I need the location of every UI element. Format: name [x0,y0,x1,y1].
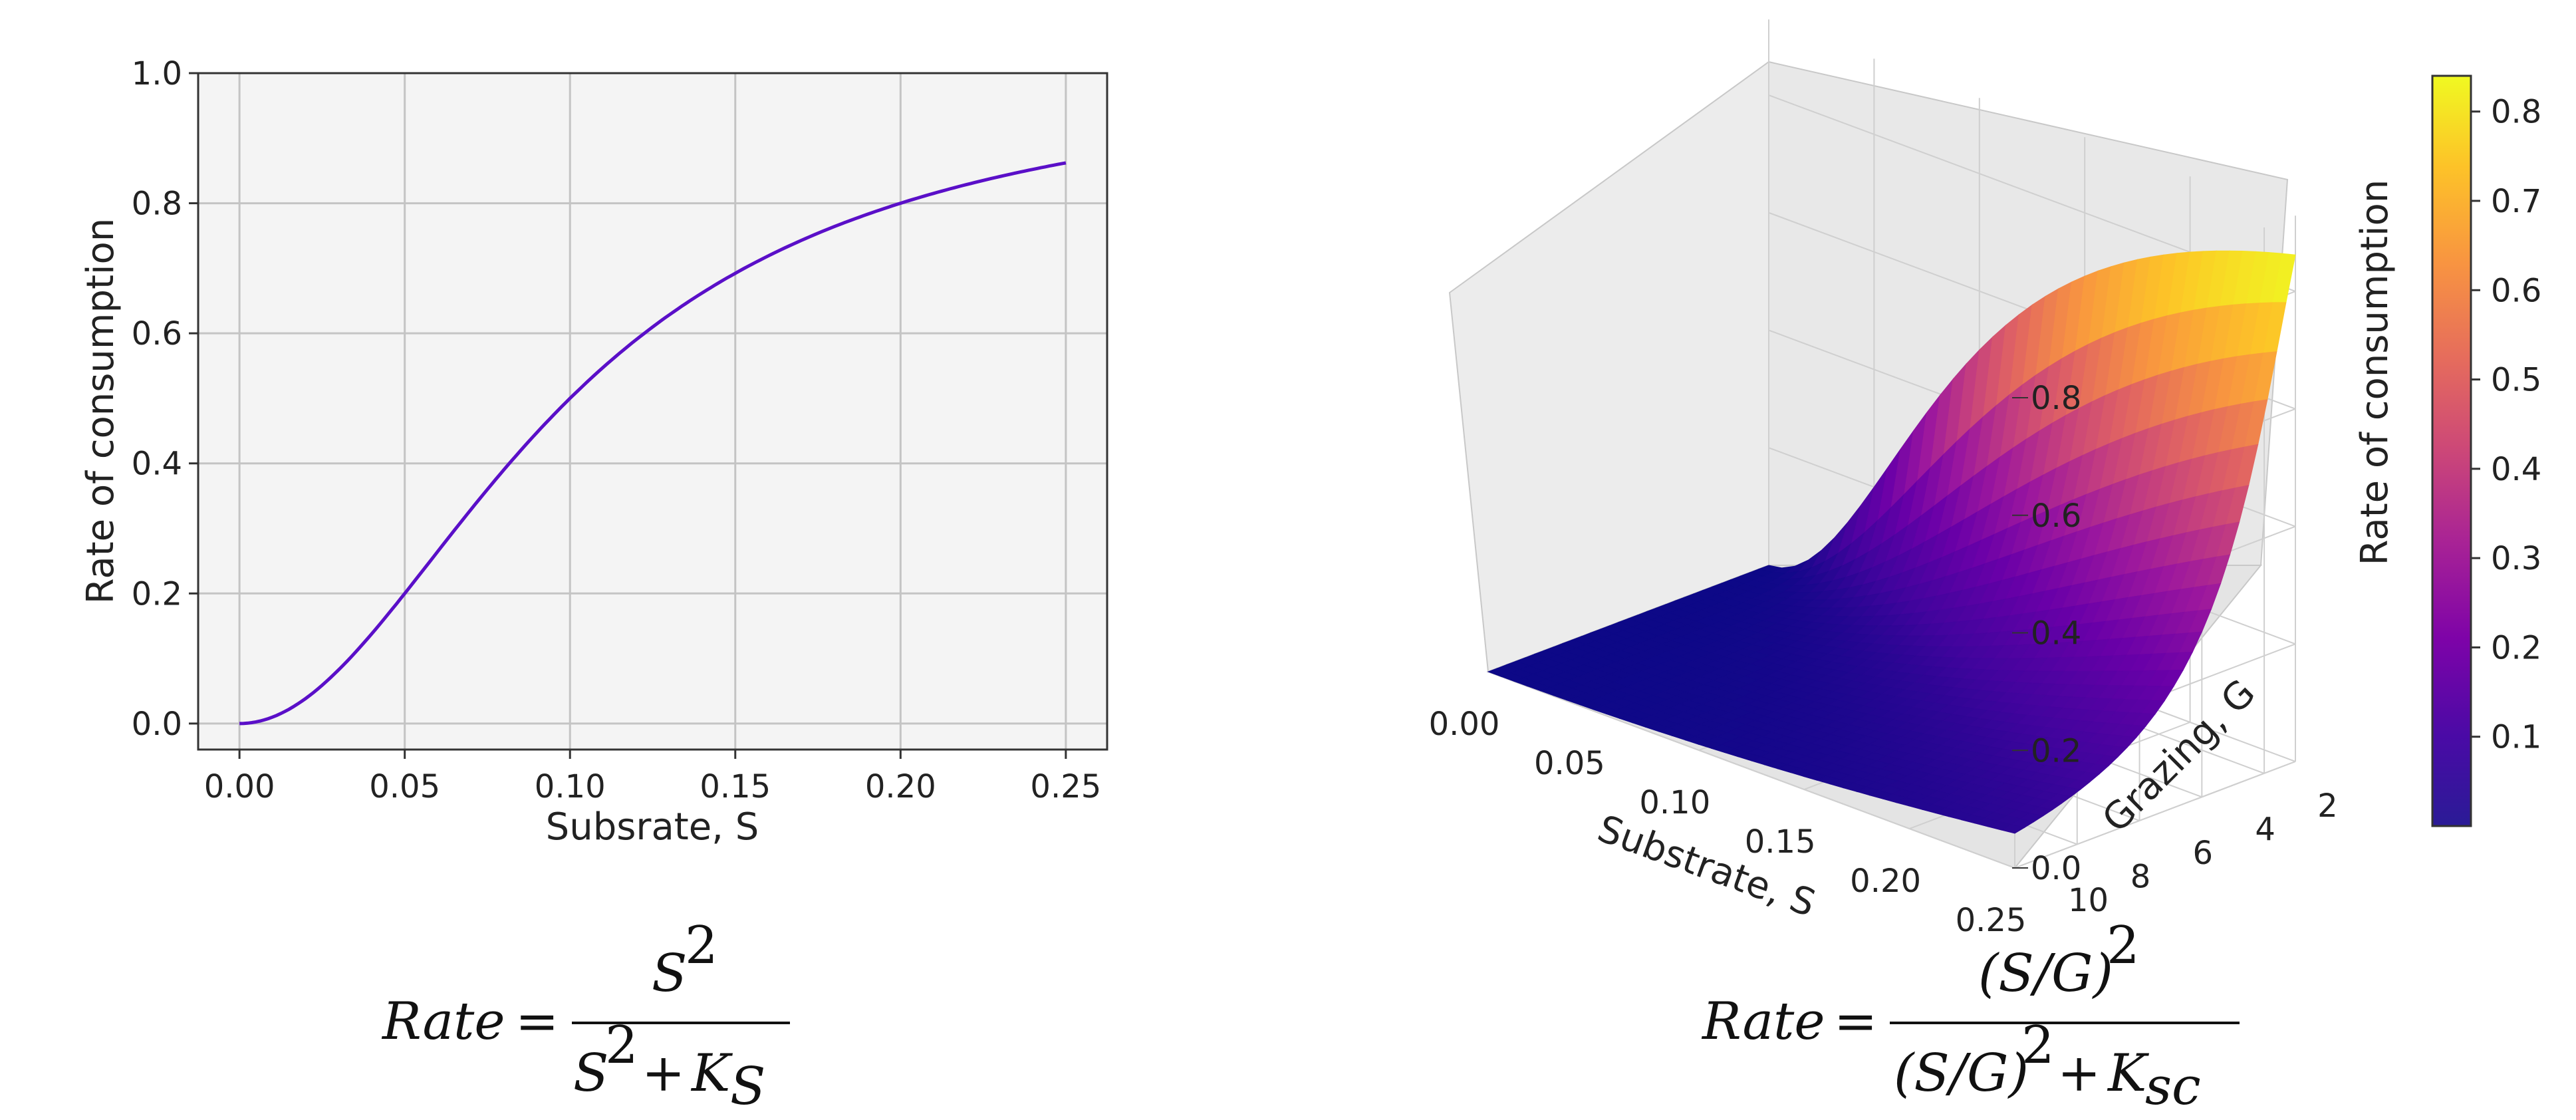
eq-right-den-k: K [2107,1044,2150,1103]
colorbar-tick-label: 0.6 [2491,272,2541,309]
eq-left-lhs: Rate [381,992,505,1051]
eq-right-den-k-sub: sc [2145,1057,2201,1117]
x-tick-label: 0.05 [1534,745,1605,782]
z-ticks: 0.0 0.2 0.4 0.6 0.8 [2012,380,2081,887]
colorbar-tick-label: 0.5 [2491,362,2541,399]
y-tick-label: 0.8 [132,186,182,223]
surface-chart: 0.0 0.2 0.4 0.6 0.8 0.00 0.05 0.10 0.15 0.20 0.25… [1429,19,2541,939]
eq-right-equals: = [1834,992,1877,1051]
plot-frame [197,72,1108,751]
colorbar-tick-label: 0.2 [2491,629,2541,666]
y-tick-label: 1.0 [132,55,182,92]
z-axis-label: Rate of consumption [2353,180,2396,566]
colorbar-tick-label: 0.3 [2491,540,2541,577]
rate-curve [239,161,1067,726]
colorbar-tick-label: 0.8 [2491,94,2541,131]
x-tick-label: 0.00 [1429,706,1500,743]
eq-left-den-exp: 2 [605,1016,638,1075]
floor-gridline-y [1487,671,2015,869]
y-tick-label: 4 [2255,811,2275,848]
x-tick-label: 0.10 [535,768,606,805]
x-tick-label: 0.15 [1745,823,1816,861]
y-ticks: 0.0 0.2 0.4 0.6 0.8 1.0 [132,55,198,743]
eq-left-den-k-sub: S [730,1057,765,1117]
eq-right-lhs: Rate [1701,992,1825,1051]
x-ticks: 0.00 0.05 0.10 0.15 0.20 0.25 [1429,706,2027,939]
eq-left-den: S [573,1044,608,1103]
z-tick-label: 0.2 [2031,732,2081,770]
x-tick-label: 0.20 [865,768,936,805]
y-tick-label: 8 [2130,858,2151,895]
surface [1487,250,2296,834]
colorbar [2431,74,2472,827]
eq-right-den: (S/G) [1894,1044,2029,1103]
x-ticks: 0.00 0.05 0.10 0.15 0.20 0.25 [204,750,1101,805]
z-tick-label: 0.0 [2031,850,2081,887]
eq-right-den-plus: + [2057,1044,2101,1103]
eq-left-equals: = [515,992,559,1051]
line-chart: 0.00 0.05 0.10 0.15 0.20 0.25 0.0 0.2 0.4 0.6 0.8… [79,55,1108,849]
z-tick-label: 0.6 [2031,497,2081,535]
eq-left-den-plus: + [642,1044,685,1103]
y-tick-label: 0.6 [132,315,182,352]
x-tick-label: 0.25 [1030,768,1101,805]
plot-area [198,73,1107,750]
x-tick-label: 0.15 [700,768,771,805]
colorbar-ticks: 0.1 0.2 0.3 0.4 0.5 0.6 0.7 0.8 [2471,94,2541,756]
y-tick-label: 0.2 [132,575,182,613]
colorbar-tick-label: 0.1 [2491,719,2541,756]
y-tick-label: 2 [2317,787,2338,825]
y-tick-label: 10 [2068,882,2109,919]
z-tick-label: 0.4 [2031,615,2081,652]
y-tick-label: 0.0 [132,706,182,743]
equation-right: Rate = (S/G) 2 (S/G) 2 + K sc [1701,916,2240,1117]
x-tick-label: 0.20 [1850,863,1921,900]
y-ticks: 2 4 6 8 10 [2068,787,2338,919]
eq-right-num: (S/G) [1978,944,2113,1004]
colorbar-tick-label: 0.7 [2491,183,2541,220]
eq-left-num-exp: 2 [685,916,718,976]
eq-left-den-k: K [690,1044,733,1103]
eq-right-den-exp: 2 [2021,1016,2055,1075]
eq-left-num: S [652,944,687,1004]
x-tick-label: 0.25 [1956,902,2027,939]
equation-left: Rate = S 2 S 2 + K S [381,916,790,1117]
surface-patch [2000,824,2025,834]
x-axis-label: Subsrate, S [546,805,759,849]
side-gridline-z [2014,761,2296,869]
y-tick-label: 6 [2193,835,2214,872]
y-tick-label: 0.4 [132,446,182,483]
x-tick-label: 0.00 [204,768,275,805]
x-tick-label: 0.10 [1639,784,1710,821]
z-tick-label: 0.8 [2031,380,2081,417]
colorbar-tick-label: 0.4 [2491,451,2541,488]
y-axis-label: Rate of consumption [79,218,122,605]
eq-right-num-exp: 2 [2107,916,2140,976]
x-tick-label: 0.05 [369,768,440,805]
back-left-pane [1448,61,1769,673]
